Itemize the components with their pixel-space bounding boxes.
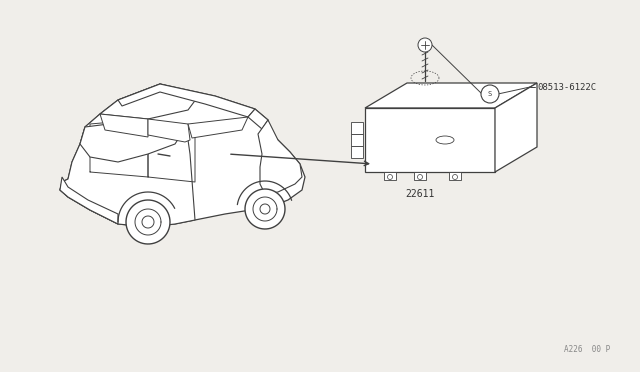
Polygon shape (118, 84, 255, 117)
Polygon shape (245, 189, 285, 229)
Polygon shape (60, 177, 118, 224)
Text: 08513-6122C: 08513-6122C (537, 83, 596, 92)
Polygon shape (142, 216, 154, 228)
Polygon shape (365, 83, 537, 108)
Circle shape (418, 38, 432, 52)
Polygon shape (248, 109, 268, 129)
Polygon shape (60, 84, 305, 227)
Circle shape (481, 85, 499, 103)
Circle shape (417, 174, 422, 180)
Polygon shape (60, 114, 195, 227)
Polygon shape (351, 122, 363, 134)
Polygon shape (365, 108, 495, 172)
Circle shape (387, 174, 392, 180)
Polygon shape (449, 172, 461, 180)
Polygon shape (495, 83, 537, 172)
Polygon shape (100, 114, 148, 137)
Ellipse shape (436, 136, 454, 144)
Polygon shape (351, 134, 363, 146)
Polygon shape (188, 117, 248, 138)
Polygon shape (384, 172, 396, 180)
Polygon shape (414, 172, 426, 180)
Text: S: S (488, 91, 492, 97)
Polygon shape (80, 119, 186, 162)
Polygon shape (148, 119, 190, 142)
Polygon shape (260, 204, 270, 214)
Text: 22611: 22611 (405, 189, 435, 199)
Polygon shape (126, 200, 170, 244)
Circle shape (452, 174, 458, 180)
Text: A226  00 P: A226 00 P (564, 345, 610, 354)
Polygon shape (100, 84, 200, 119)
Polygon shape (351, 146, 363, 158)
Polygon shape (258, 120, 302, 194)
